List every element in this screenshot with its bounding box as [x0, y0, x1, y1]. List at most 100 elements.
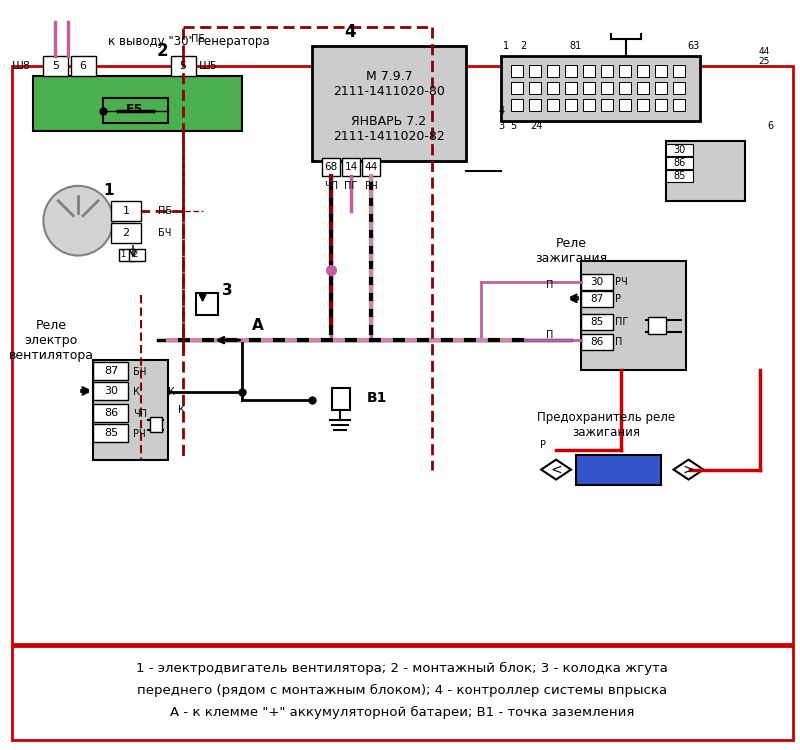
Text: 87: 87: [104, 366, 118, 376]
Bar: [637, 99, 649, 111]
Bar: [601, 65, 613, 77]
Text: 14: 14: [344, 162, 358, 172]
Bar: [547, 99, 559, 111]
Text: П: П: [615, 338, 622, 347]
Text: ЧП: ЧП: [133, 409, 147, 419]
Text: 4: 4: [344, 22, 356, 40]
Text: 2: 2: [157, 43, 169, 61]
Text: <: <: [550, 463, 562, 476]
Bar: [93, 382, 128, 400]
Text: 5: 5: [510, 121, 516, 131]
Text: РЧ: РЧ: [615, 278, 627, 287]
Bar: [583, 99, 595, 111]
Text: 2: 2: [132, 250, 138, 259]
Text: К: К: [133, 387, 140, 397]
Text: F5: F5: [126, 103, 143, 116]
Bar: [362, 158, 380, 176]
Text: 2: 2: [122, 228, 130, 238]
Bar: [581, 260, 686, 370]
Bar: [619, 99, 630, 111]
Text: 85: 85: [674, 171, 686, 181]
Bar: [565, 82, 577, 94]
Bar: [637, 65, 649, 77]
Bar: [511, 65, 523, 77]
Text: ПБ: ПБ: [158, 206, 172, 216]
Text: 5: 5: [179, 62, 186, 71]
Bar: [34, 76, 242, 131]
Bar: [71, 56, 96, 76]
Bar: [547, 82, 559, 94]
Text: переднего (рядом с монтажным блоком); 4 - контроллер системы впрыска: переднего (рядом с монтажным блоком); 4 …: [137, 684, 667, 698]
Bar: [673, 99, 685, 111]
Text: Реле
зажигания: Реле зажигания: [535, 236, 607, 265]
Text: 25: 25: [758, 57, 770, 66]
Bar: [581, 291, 613, 308]
Bar: [322, 158, 340, 176]
Text: Ш8: Ш8: [11, 62, 30, 71]
Bar: [196, 293, 218, 315]
Text: 1: 1: [122, 206, 130, 216]
Text: В1: В1: [366, 391, 387, 405]
Bar: [129, 248, 145, 260]
Text: М 7.9.7
2111-1411020-80

ЯНВАРЬ 7.2
2111-1411020-82: М 7.9.7 2111-1411020-80 ЯНВАРЬ 7.2 2111-…: [333, 70, 445, 142]
Bar: [312, 46, 466, 161]
Bar: [666, 144, 694, 156]
Bar: [511, 99, 523, 111]
Bar: [666, 141, 746, 201]
Bar: [583, 82, 595, 94]
Bar: [332, 388, 350, 410]
Bar: [502, 56, 701, 122]
Text: 4: 4: [498, 106, 504, 116]
Bar: [581, 274, 613, 290]
Text: ПБ: ПБ: [190, 34, 205, 44]
Bar: [673, 82, 685, 94]
Text: ПГ: ПГ: [344, 181, 358, 190]
Text: 24: 24: [530, 121, 542, 131]
Bar: [103, 98, 168, 123]
Bar: [601, 99, 613, 111]
Text: Реле
электро
вентилятора: Реле электро вентилятора: [9, 319, 94, 362]
Bar: [93, 424, 128, 442]
Text: 86: 86: [590, 338, 603, 347]
Text: К: К: [168, 387, 174, 397]
Text: 1: 1: [503, 41, 510, 52]
Text: 2: 2: [520, 41, 526, 52]
Text: А: А: [251, 318, 263, 333]
Text: 44: 44: [759, 47, 770, 56]
Bar: [666, 170, 694, 182]
Bar: [654, 82, 666, 94]
Text: 63: 63: [687, 41, 699, 52]
Bar: [581, 314, 613, 330]
Text: А - к клемме "+" аккумуляторной батареи; В1 - точка заземления: А - к клемме "+" аккумуляторной батареи;…: [170, 706, 634, 719]
Bar: [170, 56, 196, 76]
Text: 87: 87: [590, 294, 603, 304]
Bar: [619, 82, 630, 94]
Bar: [150, 417, 162, 432]
Text: 85: 85: [590, 317, 603, 327]
Text: 1: 1: [103, 183, 114, 198]
Text: П: П: [546, 280, 554, 290]
Text: 6: 6: [80, 62, 86, 71]
Text: 86: 86: [104, 408, 118, 418]
Text: 68: 68: [325, 162, 338, 172]
Bar: [601, 82, 613, 94]
Text: П: П: [546, 330, 554, 340]
Bar: [43, 56, 68, 76]
Bar: [511, 82, 523, 94]
Text: 86: 86: [674, 158, 686, 168]
Bar: [654, 99, 666, 111]
Text: 5: 5: [52, 62, 59, 71]
Text: ЧП: ЧП: [324, 181, 338, 190]
Bar: [666, 157, 694, 169]
Text: БЧ: БЧ: [158, 228, 171, 238]
Bar: [111, 201, 141, 220]
Text: 3: 3: [222, 283, 233, 298]
Text: к выводу "30" генератора: к выводу "30" генератора: [108, 35, 270, 48]
Text: Ш5: Ш5: [198, 62, 218, 71]
Bar: [673, 65, 685, 77]
Bar: [93, 362, 128, 380]
Text: К: К: [178, 405, 185, 415]
Bar: [111, 223, 141, 242]
Text: 6: 6: [767, 121, 773, 131]
Bar: [581, 334, 613, 350]
